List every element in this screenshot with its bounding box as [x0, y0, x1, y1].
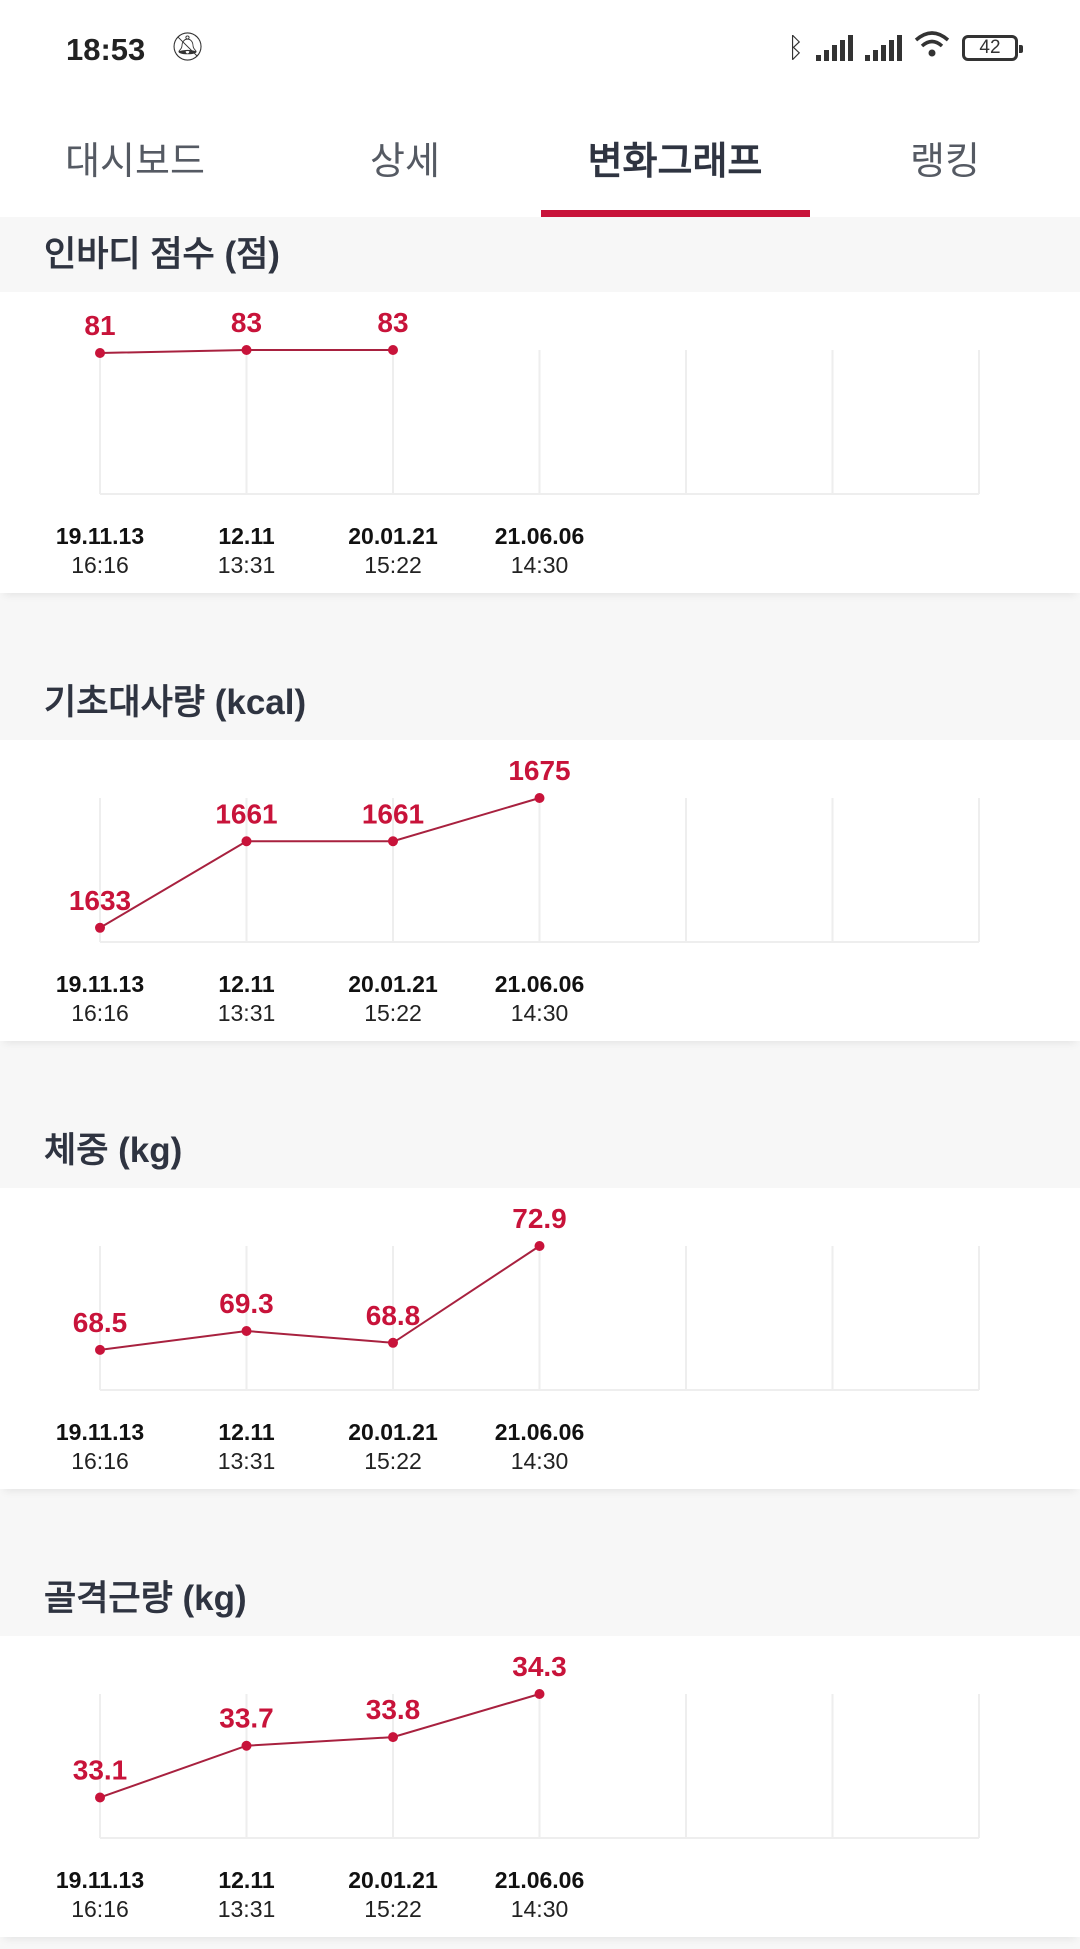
signal-icon	[865, 34, 902, 61]
x-tick-time: 14:30	[511, 552, 569, 578]
bell-off-icon: 🔕︎	[170, 31, 206, 62]
data-point	[241, 1325, 252, 1336]
x-tick-date: 21.06.06	[495, 523, 585, 549]
x-tick-date: 12.11	[218, 1867, 274, 1893]
bluetooth-icon: ᛒ	[787, 31, 804, 63]
x-tick-time: 15:22	[364, 552, 422, 578]
x-tick-time: 14:30	[511, 1000, 569, 1026]
data-label: 33.1	[73, 1754, 128, 1785]
x-tick-date: 19.11.13	[56, 1867, 144, 1893]
active-tab-indicator	[541, 210, 810, 217]
data-point	[241, 836, 252, 847]
data-label: 33.8	[366, 1694, 421, 1725]
data-point	[534, 1241, 545, 1251]
tab-dashboard[interactable]: 대시보드	[65, 141, 205, 183]
x-tick-date: 21.06.06	[495, 971, 585, 997]
data-point	[534, 1689, 545, 1699]
chart-title: 인바디 점수 (점)	[44, 235, 280, 274]
x-tick-time: 13:31	[218, 552, 276, 578]
series-line	[99, 1245, 541, 1351]
x-tick-date: 20.01.21	[348, 1419, 438, 1445]
line-chart: 1633 1661 1661 1675 19.11.13 16:16 12.11 13:31 2…	[56, 755, 980, 1026]
series-line	[99, 1693, 540, 1799]
data-point	[534, 793, 545, 803]
tab-change-graph[interactable]: 변화그래프	[587, 141, 763, 183]
line-chart: 68.5 69.3 68.8 72.9 19.11.13 16:16 12.11 13:31 2…	[56, 1203, 980, 1474]
data-label: 68.5	[73, 1307, 128, 1338]
x-tick-time: 13:31	[218, 1000, 276, 1026]
tab-ranking[interactable]: 랭킹	[910, 141, 980, 183]
x-tick-date: 20.01.21	[348, 523, 438, 549]
tab-bar: 대시보드 상세 변화그래프 랭킹	[0, 100, 1080, 217]
data-point	[388, 1337, 398, 1348]
x-tick-date: 12.11	[218, 1419, 274, 1445]
data-label: 33.7	[219, 1703, 274, 1734]
x-tick-time: 16:16	[71, 1000, 129, 1026]
battery-icon: 42	[962, 34, 1023, 61]
x-tick-time: 14:30	[511, 1448, 569, 1474]
x-tick-time: 13:31	[218, 1448, 276, 1474]
data-point	[388, 345, 398, 355]
data-point	[95, 348, 105, 358]
x-tick-date: 20.01.21	[348, 1867, 438, 1893]
chart-card: 81 83 83 19.11.13 16:16 12.11 13:31 20.01.21 15:…	[0, 292, 1080, 593]
wifi-icon	[914, 30, 950, 65]
data-point	[388, 1732, 398, 1743]
data-label: 68.8	[366, 1300, 421, 1331]
x-tick-time: 15:22	[364, 1448, 422, 1474]
chart-title: 기초대사량 (kcal)	[44, 683, 307, 722]
data-label: 83	[377, 307, 408, 338]
data-label: 69.3	[219, 1288, 274, 1319]
data-point	[95, 922, 105, 933]
data-label: 1661	[215, 798, 277, 829]
line-chart: 33.1 33.7 33.8 34.3 19.11.13 16:16 12.11 13:31 2…	[56, 1651, 980, 1922]
x-tick-time: 15:22	[364, 1000, 422, 1026]
x-tick-time: 16:16	[71, 1896, 129, 1922]
data-point	[95, 1344, 105, 1355]
x-tick-date: 19.11.13	[56, 971, 144, 997]
line-chart: 81 83 83 19.11.13 16:16 12.11 13:31 20.01.21 15:…	[56, 307, 980, 578]
chart-card: 1633 1661 1661 1675 19.11.13 16:16 12.11 13:31 2…	[0, 740, 1080, 1041]
data-label: 72.9	[512, 1203, 567, 1234]
x-tick-time: 16:16	[71, 552, 129, 578]
status-time: 18:53	[66, 32, 146, 67]
x-tick-date: 21.06.06	[495, 1419, 585, 1445]
x-tick-time: 13:31	[218, 1896, 276, 1922]
chart-title: 체중 (kg)	[44, 1131, 183, 1170]
x-tick-date: 12.11	[218, 971, 274, 997]
chart-title: 골격근량 (kg)	[44, 1579, 247, 1618]
data-point	[95, 1792, 105, 1803]
data-label: 83	[231, 307, 262, 338]
data-label: 1633	[69, 885, 131, 916]
x-tick-time: 16:16	[71, 1448, 129, 1474]
x-tick-date: 19.11.13	[56, 1419, 144, 1445]
chart-card: 33.1 33.7 33.8 34.3 19.11.13 16:16 12.11 13:31 2…	[0, 1636, 1080, 1937]
signal-icon	[816, 34, 853, 61]
x-tick-date: 19.11.13	[56, 523, 144, 549]
data-label: 81	[84, 310, 115, 341]
x-tick-date: 20.01.21	[348, 971, 438, 997]
data-label: 1675	[508, 755, 570, 786]
data-point	[241, 345, 252, 355]
x-tick-date: 21.06.06	[495, 1867, 585, 1893]
chart-card: 68.5 69.3 68.8 72.9 19.11.13 16:16 12.11 13:31 2…	[0, 1188, 1080, 1489]
data-label: 1661	[362, 798, 424, 829]
data-point	[388, 836, 398, 847]
tab-detail[interactable]: 상세	[370, 141, 440, 183]
series-line	[99, 797, 540, 929]
data-point	[241, 1740, 252, 1751]
x-tick-date: 12.11	[218, 523, 274, 549]
x-tick-time: 14:30	[511, 1896, 569, 1922]
data-label: 34.3	[512, 1651, 567, 1682]
status-bar: 18:53 🔕︎ ᛒ 42	[0, 0, 1080, 100]
x-tick-time: 15:22	[364, 1896, 422, 1922]
